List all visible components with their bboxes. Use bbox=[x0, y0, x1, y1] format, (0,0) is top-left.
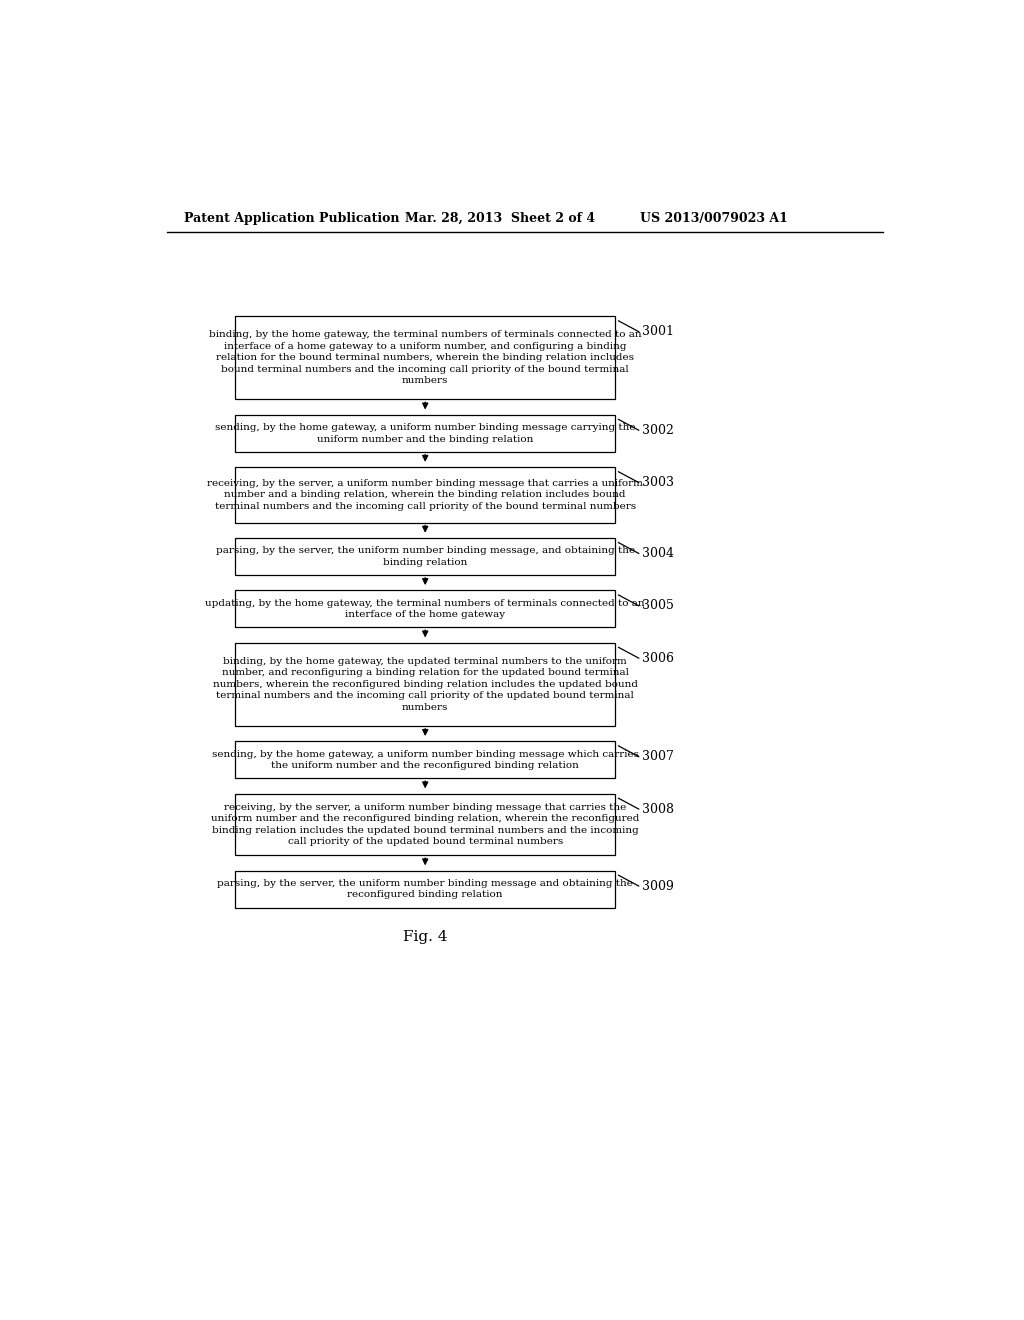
Bar bbox=[234, 643, 615, 726]
Text: 3001: 3001 bbox=[642, 325, 674, 338]
Text: US 2013/0079023 A1: US 2013/0079023 A1 bbox=[640, 213, 787, 224]
Text: receiving, by the server, a uniform number binding message that carries the
unif: receiving, by the server, a uniform numb… bbox=[211, 803, 639, 846]
Bar bbox=[234, 414, 615, 451]
Text: 3007: 3007 bbox=[642, 750, 674, 763]
Text: parsing, by the server, the uniform number binding message and obtaining the
rec: parsing, by the server, the uniform numb… bbox=[217, 879, 633, 899]
Text: parsing, by the server, the uniform number binding message, and obtaining the
bi: parsing, by the server, the uniform numb… bbox=[216, 546, 635, 566]
Text: 3009: 3009 bbox=[642, 879, 674, 892]
Text: updating, by the home gateway, the terminal numbers of terminals connected to an: updating, by the home gateway, the termi… bbox=[206, 599, 645, 619]
Bar bbox=[234, 317, 615, 400]
Bar bbox=[234, 742, 615, 779]
Text: 3004: 3004 bbox=[642, 546, 674, 560]
Bar bbox=[234, 590, 615, 627]
Bar bbox=[234, 793, 615, 855]
Text: 3005: 3005 bbox=[642, 599, 674, 612]
Text: Mar. 28, 2013  Sheet 2 of 4: Mar. 28, 2013 Sheet 2 of 4 bbox=[406, 213, 596, 224]
Text: 3008: 3008 bbox=[642, 803, 674, 816]
Bar bbox=[234, 871, 615, 908]
Text: Fig. 4: Fig. 4 bbox=[403, 929, 447, 944]
Text: 3003: 3003 bbox=[642, 477, 674, 490]
Bar bbox=[234, 467, 615, 523]
Text: binding, by the home gateway, the updated terminal numbers to the uniform
number: binding, by the home gateway, the update… bbox=[213, 657, 638, 711]
Bar bbox=[234, 539, 615, 576]
Text: sending, by the home gateway, a uniform number binding message which carries
the: sending, by the home gateway, a uniform … bbox=[212, 750, 639, 770]
Text: receiving, by the server, a uniform number binding message that carries a unifor: receiving, by the server, a uniform numb… bbox=[207, 479, 643, 511]
Text: binding, by the home gateway, the terminal numbers of terminals connected to an
: binding, by the home gateway, the termin… bbox=[209, 330, 641, 385]
Text: sending, by the home gateway, a uniform number binding message carrying the
unif: sending, by the home gateway, a uniform … bbox=[215, 424, 636, 444]
Text: Patent Application Publication: Patent Application Publication bbox=[183, 213, 399, 224]
Text: 3002: 3002 bbox=[642, 424, 674, 437]
Text: 3006: 3006 bbox=[642, 652, 674, 665]
